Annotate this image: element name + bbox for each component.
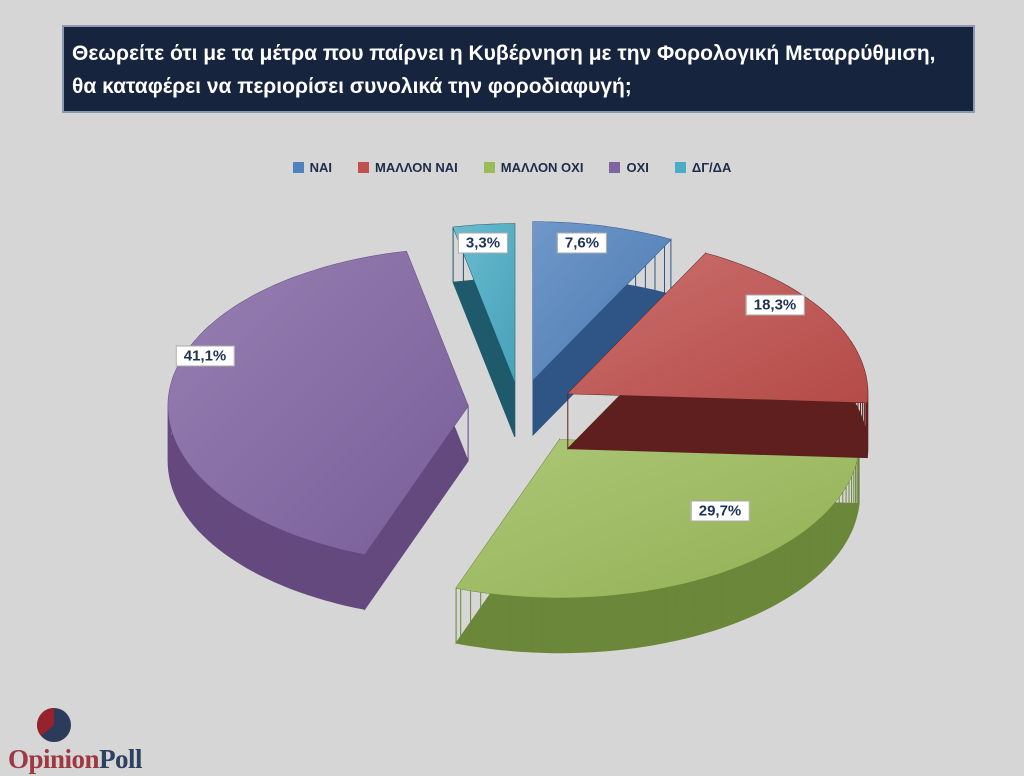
legend-item-nai: ΝΑΙ	[292, 160, 333, 175]
value-label-oxi: 41,1%	[175, 345, 235, 367]
logo-text-opinion: Opinion	[8, 744, 100, 774]
pie-slice-dg-da	[453, 223, 515, 382]
pie-slice-mallon-oxi	[456, 439, 860, 598]
question-title: Θεωρείτε ότι με τα μέτρα που παίρνει η Κ…	[62, 25, 975, 113]
legend-label: ΜΑΛΛΟΝ ΟΧΙ	[500, 160, 584, 175]
legend-label: ΜΑΛΛΟΝ ΝΑΙ	[375, 160, 458, 175]
legend-item-dg-da: ΔΓ/ΔΑ	[674, 160, 732, 175]
legend-swatch-dg-da	[674, 162, 686, 173]
opinionpoll-logo: OpinionPoll	[8, 708, 144, 774]
legend-swatch-mallon-oxi	[483, 162, 495, 173]
svg-text:OpinionPoll: OpinionPoll	[8, 744, 143, 774]
value-label-dg-da: 3,3%	[457, 232, 509, 254]
legend-swatch-oxi	[609, 162, 621, 173]
logo-pie-icon	[37, 708, 71, 742]
chart-legend: ΝΑΙ ΜΑΛΛΟΝ ΝΑΙ ΜΑΛΛΟΝ ΟΧΙ ΟΧΙ ΔΓ/ΔΑ	[0, 160, 1024, 175]
pie-slice-oxi	[168, 251, 469, 555]
value-label-nai: 7,6%	[556, 232, 608, 254]
legend-item-mallon-nai: ΜΑΛΛΟΝ ΝΑΙ	[358, 160, 458, 175]
pie-slice-mallon-nai	[567, 253, 868, 403]
legend-label: ΔΓ/ΔΑ	[691, 160, 732, 175]
legend-label: ΟΧΙ	[626, 160, 649, 175]
legend-label: ΝΑΙ	[309, 160, 333, 175]
legend-swatch-nai	[292, 162, 304, 173]
value-label-mallon-oxi: 29,7%	[690, 500, 750, 522]
legend-swatch-mallon-nai	[358, 162, 370, 173]
legend-item-oxi: ΟΧΙ	[609, 160, 649, 175]
logo-text-poll: Poll	[99, 744, 143, 774]
legend-item-mallon-oxi: ΜΑΛΛΟΝ ΟΧΙ	[483, 160, 584, 175]
pie-slice-nai	[533, 221, 671, 380]
value-label-mallon-nai: 18,3%	[745, 294, 805, 316]
